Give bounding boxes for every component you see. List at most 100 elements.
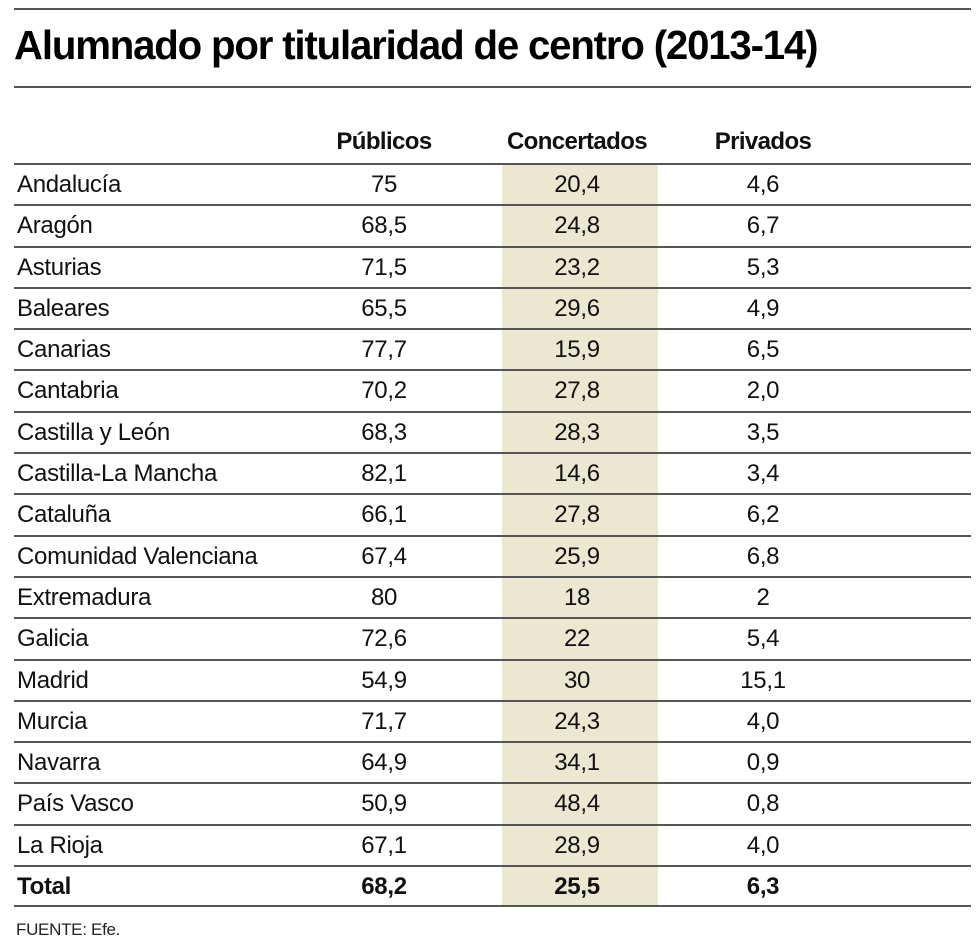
column-header-publicos: Públicos [336,128,432,155]
table-row: Comunidad Valenciana 67,4 25,9 6,8 [14,534,971,576]
cell-concertados: 24,3 [554,707,600,735]
region-label: Aragón [17,212,93,240]
cell-privados: 4,6 [746,171,780,198]
table-row: Cantabria 70,2 27,8 2,0 [14,369,971,410]
cell-publicos: 77,7 [361,336,407,364]
cell-publicos: 71,7 [361,707,407,735]
cell-concertados: 48,4 [554,790,600,818]
table-row: Asturias 71,5 23,2 5,3 [14,245,971,287]
cell-publicos: 82,1 [361,460,407,488]
cell-privados: 0,8 [746,790,780,818]
cell-privados: 4,9 [746,294,780,322]
cell-publicos: 68,5 [361,212,407,240]
cell-publicos: 54,9 [361,666,407,694]
cell-privados: 3,5 [746,418,780,446]
table-row: Murcia 71,7 24,3 4,0 [14,699,971,741]
cell-concertados: 20,4 [554,171,600,198]
table-row: Cataluña 66,1 27,8 6,2 [14,493,971,534]
concertados-highlight-band [502,163,658,906]
cell-publicos: 65,5 [361,294,407,322]
cell-privados: 2 [756,583,770,611]
cell-publicos: 70,2 [361,377,407,405]
cell-publicos: 67,4 [361,542,407,570]
region-label: Canarias [17,336,111,364]
table-row: Canarias 77,7 15,9 6,5 [14,328,971,369]
cell-publicos: 80 [370,583,398,611]
region-label: Castilla-La Mancha [17,460,218,488]
column-header-privados: Privados [714,128,812,155]
region-label: Andalucía [17,171,122,198]
total-row: Total 68,2 25,5 6,3 [14,865,971,906]
cell-concertados: 18 [563,583,591,611]
cell-concertados: 24,8 [554,212,600,240]
cell-publicos: 68,2 [361,873,407,901]
cell-privados: 6,3 [746,873,780,901]
cell-privados: 5,4 [746,625,780,653]
cell-concertados: 15,9 [554,336,600,364]
cell-publicos: 66,1 [361,501,407,529]
table-row: Navarra 64,9 34,1 0,9 [14,741,971,782]
table-row: Galicia 72,6 22 5,4 [14,617,971,658]
region-label: Comunidad Valenciana [17,542,258,570]
cell-publicos: 67,1 [361,831,407,859]
cell-privados: 0,9 [746,749,780,777]
cell-concertados: 27,8 [554,501,600,529]
table-row: Castilla-La Mancha 82,1 14,6 3,4 [14,452,971,493]
table-row: Extremadura 80 18 2 [14,575,971,617]
table-row: La Rioja 67,1 28,9 4,0 [14,823,971,865]
column-header-concertados: Concertados [506,128,648,155]
chart-title: Alumnado por titularidad de centro (2013… [14,22,819,68]
cell-concertados: 30 [563,666,591,694]
cell-privados: 4,0 [746,831,780,859]
bottom-rule [14,905,971,907]
table-row: País Vasco 50,9 48,4 0,8 [14,782,971,823]
cell-concertados: 25,5 [554,873,600,901]
region-label: Asturias [17,253,102,281]
region-label: Cantabria [17,377,119,405]
region-label: Extremadura [17,583,152,611]
cell-publicos: 68,3 [361,418,407,446]
title-rule [14,86,971,88]
cell-privados: 4,0 [746,707,780,735]
region-label: Galicia [17,625,89,653]
table-row: Castilla y León 68,3 28,3 3,5 [14,410,971,452]
cell-publicos: 71,5 [361,253,407,281]
cell-concertados: 23,2 [554,253,600,281]
cell-concertados: 29,6 [554,294,600,322]
cell-privados: 5,3 [746,253,780,281]
table-row: Baleares 65,5 29,6 4,9 [14,286,971,328]
cell-privados: 15,1 [740,666,786,694]
table-row: Aragón 68,5 24,8 6,7 [14,204,971,245]
cell-concertados: 34,1 [554,749,600,777]
cell-concertados: 27,8 [554,377,600,405]
cell-privados: 6,5 [746,336,780,364]
top-rule [14,8,971,10]
cell-concertados: 28,3 [554,418,600,446]
data-table: Andalucía 75 20,4 4,6 Aragón 68,5 24,8 6,7 Astur… [14,163,971,906]
region-label: Baleares [17,294,110,322]
source-note: FUENTE: Efe. [16,920,121,939]
region-label: La Rioja [17,831,103,859]
region-label: Navarra [17,749,101,777]
cell-publicos: 75 [370,171,398,198]
region-label: Castilla y León [17,418,170,446]
region-label: Madrid [17,666,89,694]
cell-privados: 6,2 [746,501,780,529]
cell-concertados: 28,9 [554,831,600,859]
total-label: Total [17,873,72,901]
cell-publicos: 72,6 [361,625,407,653]
cell-concertados: 14,6 [554,460,600,488]
cell-privados: 6,7 [746,212,780,240]
cell-privados: 3,4 [746,460,780,488]
cell-concertados: 22 [563,625,591,653]
region-label: País Vasco [17,790,134,818]
cell-publicos: 64,9 [361,749,407,777]
table-row: Madrid 54,9 30 15,1 [14,658,971,700]
cell-privados: 2,0 [746,377,780,405]
cell-publicos: 50,9 [361,790,407,818]
region-label: Cataluña [17,501,111,529]
table-row: Andalucía 75 20,4 4,6 [14,163,971,204]
cell-concertados: 25,9 [554,542,600,570]
cell-privados: 6,8 [746,542,780,570]
region-label: Murcia [17,707,88,735]
